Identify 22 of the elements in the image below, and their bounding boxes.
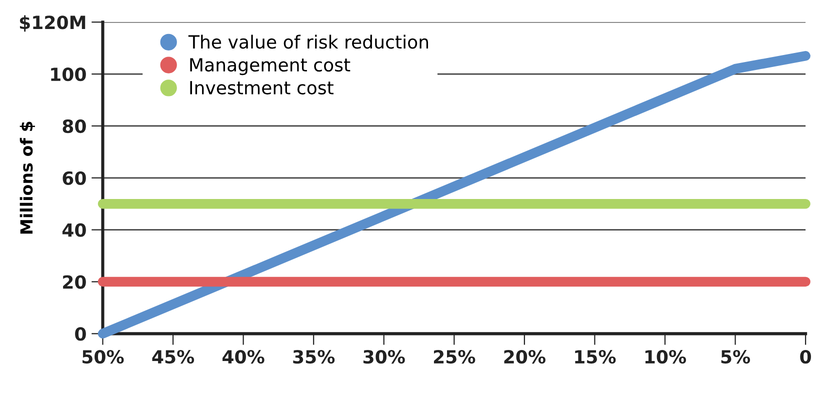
y-tick-label: 40 <box>62 223 86 237</box>
y-tick-label: 60 <box>62 171 86 185</box>
y-tick-label: 80 <box>62 119 86 134</box>
y-axis-title: Millions of $ <box>20 122 35 234</box>
y-tick-label: 20 <box>63 275 86 289</box>
x-tick-label: 5% <box>721 350 750 364</box>
x-tick-label: 0 <box>800 350 811 364</box>
x-tick-label: 10% <box>645 350 686 364</box>
x-tick-label: 35% <box>293 350 335 364</box>
legend-label: Management cost <box>190 58 350 76</box>
y-tick-label: $120M <box>20 15 86 32</box>
x-tick-label: 30% <box>363 350 405 364</box>
x-tick-label: 45% <box>152 350 194 364</box>
x-tick-label: 40% <box>222 350 264 364</box>
x-tick-label: 50% <box>82 350 124 364</box>
legend-label: Investment cost <box>190 81 334 95</box>
y-tick-label: 0 <box>75 327 86 341</box>
x-tick-label: 20% <box>504 350 546 364</box>
legend-label: The value of risk reduction <box>188 34 428 49</box>
x-tick-label: 15% <box>575 350 616 364</box>
x-tick-label: 25% <box>434 350 476 364</box>
y-tick-label: 100 <box>51 67 86 82</box>
